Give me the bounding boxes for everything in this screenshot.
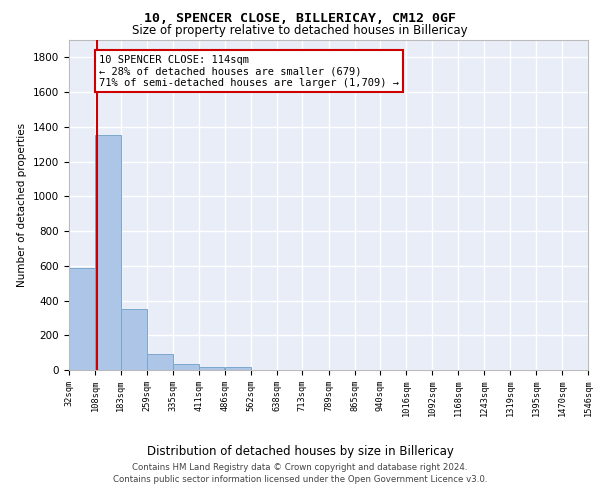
Text: 10, SPENCER CLOSE, BILLERICAY, CM12 0GF: 10, SPENCER CLOSE, BILLERICAY, CM12 0GF	[144, 12, 456, 26]
Text: Contains public sector information licensed under the Open Government Licence v3: Contains public sector information licen…	[113, 475, 487, 484]
Bar	[173, 364, 199, 370]
Text: Distribution of detached houses by size in Billericay: Distribution of detached houses by size …	[146, 444, 454, 458]
Bar	[225, 367, 251, 370]
Text: Size of property relative to detached houses in Billericay: Size of property relative to detached ho…	[132, 24, 468, 37]
Bar	[121, 309, 146, 370]
Bar	[69, 268, 95, 370]
Text: 10 SPENCER CLOSE: 114sqm
← 28% of detached houses are smaller (679)
71% of semi-: 10 SPENCER CLOSE: 114sqm ← 28% of detach…	[99, 54, 399, 88]
Bar	[147, 354, 173, 370]
Bar	[199, 366, 224, 370]
Text: Contains HM Land Registry data © Crown copyright and database right 2024.: Contains HM Land Registry data © Crown c…	[132, 464, 468, 472]
Bar	[95, 134, 121, 370]
Y-axis label: Number of detached properties: Number of detached properties	[17, 123, 28, 287]
